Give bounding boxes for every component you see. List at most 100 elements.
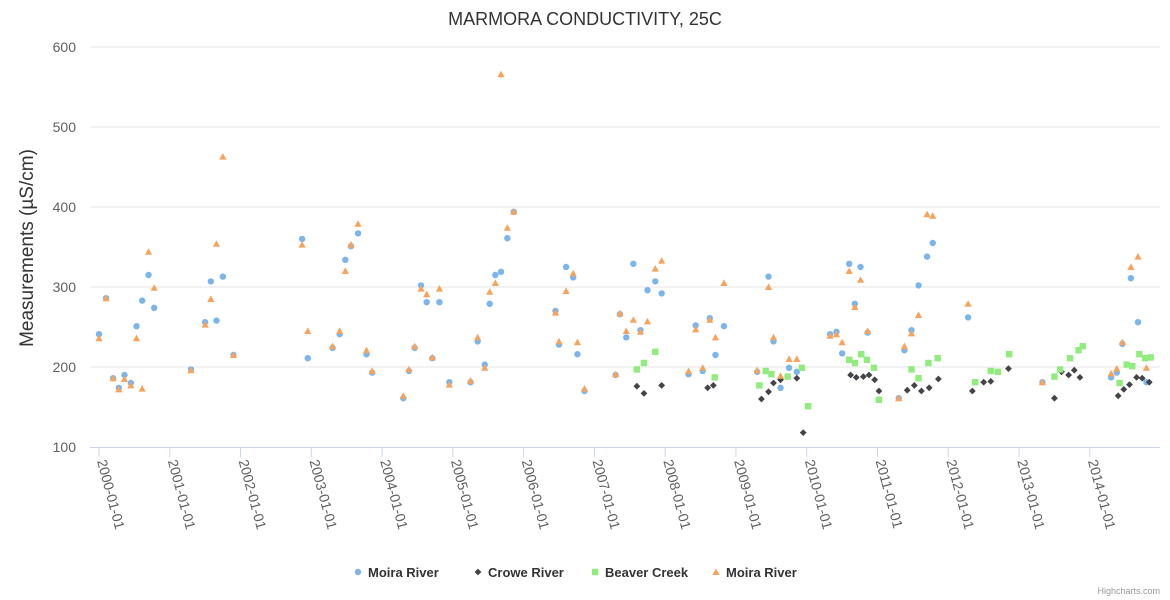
data-point[interactable] [304,327,312,334]
data-point[interactable] [368,367,376,374]
data-point[interactable] [623,334,630,341]
data-point[interactable] [925,359,932,367]
data-point[interactable] [1142,364,1151,371]
data-point[interactable] [692,325,700,333]
legend-item[interactable]: Crowe River [474,565,564,580]
legend-symbol[interactable] [591,568,599,576]
data-point[interactable] [658,257,666,264]
data-point[interactable] [934,355,941,362]
data-point[interactable] [362,346,371,354]
data-point[interactable] [562,287,570,294]
legend-label[interactable]: Crowe River [488,565,564,580]
data-point[interactable] [497,268,505,275]
data-point[interactable] [804,403,812,410]
data-point[interactable] [987,367,994,375]
data-point[interactable] [109,374,117,382]
data-point[interactable] [770,379,777,387]
data-point[interactable] [417,285,425,292]
data-point[interactable] [768,371,775,378]
data-point[interactable] [1005,351,1013,358]
data-point[interactable] [1138,374,1146,382]
data-point[interactable] [934,375,942,383]
data-point[interactable] [1051,373,1058,380]
data-point[interactable] [503,224,511,231]
data-point[interactable] [1126,381,1133,388]
data-point[interactable] [616,309,624,317]
data-point[interactable] [776,372,785,379]
data-point[interactable] [858,351,865,358]
data-point[interactable] [1127,275,1135,282]
data-point[interactable] [711,374,718,381]
data-point[interactable] [298,241,306,248]
data-point[interactable] [838,338,846,346]
data-point[interactable] [95,334,103,342]
data-point[interactable] [915,282,922,289]
data-point[interactable] [573,338,582,346]
data-point[interactable] [793,368,801,375]
data-point[interactable] [851,359,859,367]
legend-item[interactable]: Moira River [712,565,797,580]
data-point[interactable] [213,317,220,324]
data-point[interactable] [658,382,666,389]
data-point[interactable] [354,230,362,237]
data-point[interactable] [870,364,878,371]
data-point[interactable] [964,300,972,307]
data-point[interactable] [1070,366,1078,374]
data-point[interactable] [704,384,712,392]
data-point[interactable] [684,367,693,374]
data-point[interactable] [711,333,720,341]
data-point[interactable] [838,350,846,357]
legend-label[interactable]: Moira River [726,565,797,580]
data-point[interactable] [486,288,494,295]
data-point[interactable] [1136,351,1143,358]
data-point[interactable] [917,387,925,395]
data-point[interactable] [1076,374,1084,381]
data-point[interactable] [95,331,103,338]
data-point[interactable] [900,342,909,350]
data-point[interactable] [857,263,864,271]
data-point[interactable] [720,279,728,286]
data-point[interactable] [133,323,140,330]
data-point[interactable] [1056,366,1064,373]
data-point[interactable] [910,382,918,389]
data-point[interactable] [328,342,337,350]
data-point[interactable] [1038,378,1047,386]
data-point[interactable] [423,290,431,298]
data-point[interactable] [846,356,853,363]
data-point[interactable] [102,294,110,302]
data-point[interactable] [1066,355,1074,362]
data-point[interactable] [871,376,879,384]
data-point[interactable] [706,316,714,323]
data-point[interactable] [212,240,221,247]
data-point[interactable] [907,329,916,337]
legend-item[interactable]: Moira River [354,565,439,580]
data-point[interactable] [980,378,988,386]
legend-label[interactable]: Beaver Creek [605,565,689,580]
data-point[interactable] [423,299,430,306]
data-point[interactable] [138,385,146,392]
data-point[interactable] [405,365,413,373]
data-point[interactable] [1129,363,1136,370]
data-point[interactable] [1113,365,1121,372]
data-point[interactable] [968,387,976,395]
data-point[interactable] [1147,354,1154,361]
data-point[interactable] [229,351,238,358]
data-point[interactable] [207,278,215,285]
data-point[interactable] [436,299,443,306]
data-point[interactable] [1123,361,1130,368]
data-point[interactable] [636,328,645,335]
data-point[interactable] [399,392,407,399]
data-point[interactable] [994,368,1002,375]
data-point[interactable] [709,382,717,389]
data-point[interactable] [908,366,915,373]
data-point[interactable] [987,378,995,385]
data-point[interactable] [925,384,933,392]
data-point[interactable] [865,371,873,379]
data-point[interactable] [219,153,227,160]
data-point[interactable] [1141,355,1149,362]
data-point[interactable] [630,260,637,267]
data-point[interactable] [574,351,581,358]
data-point[interactable] [138,297,146,304]
data-point[interactable] [207,295,215,302]
data-point[interactable] [915,375,922,382]
